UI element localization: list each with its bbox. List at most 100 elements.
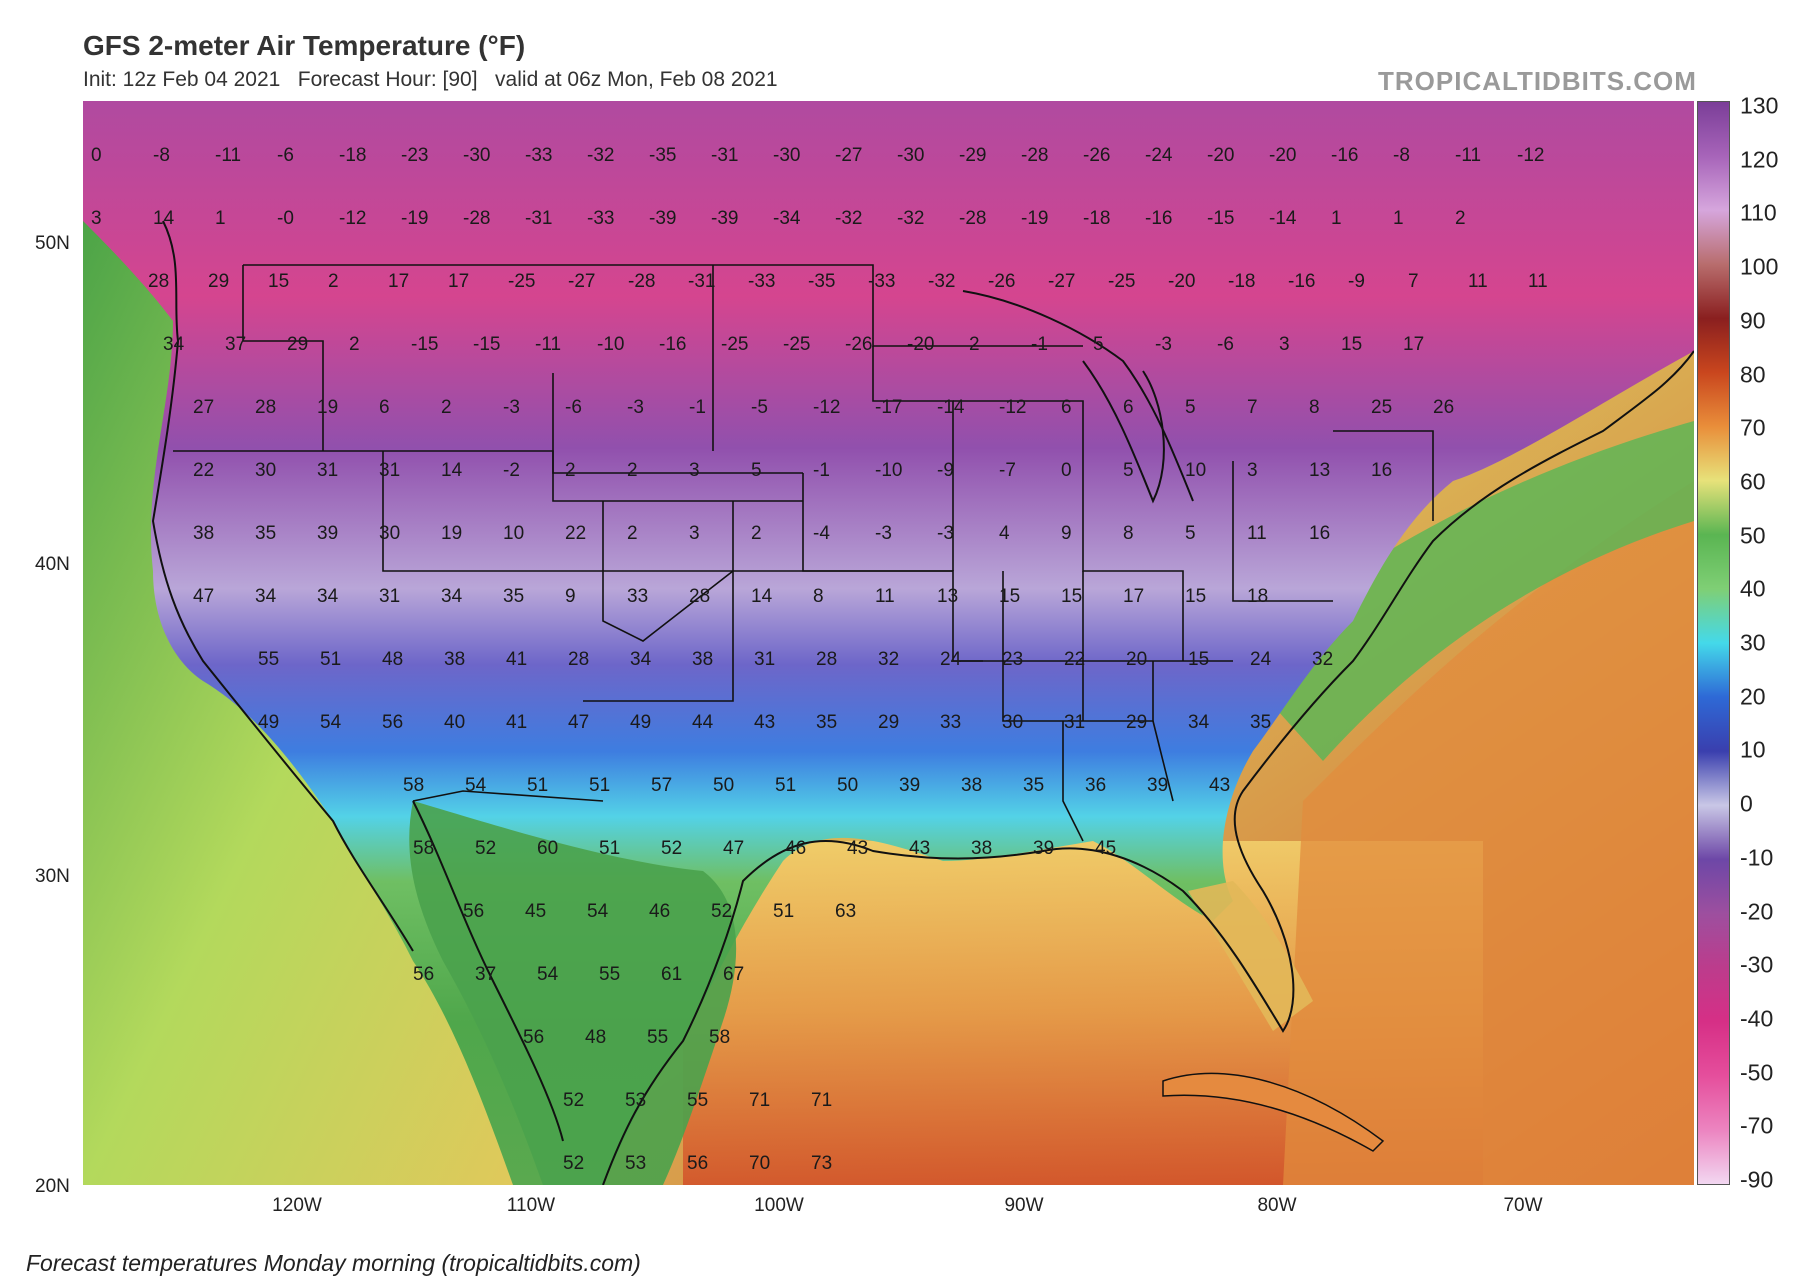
colorbar-tick-label: 70 (1740, 414, 1766, 441)
colorbar-tick-label: -70 (1740, 1112, 1774, 1139)
temperature-value: -6 (565, 397, 582, 418)
temperature-value: 38 (193, 523, 214, 544)
temperature-value: 3 (1247, 460, 1258, 481)
temperature-value: 14 (153, 208, 175, 229)
temperature-value: 25 (1371, 397, 1392, 418)
temperature-value: -10 (597, 334, 624, 355)
temperature-value: 50 (713, 775, 734, 796)
temperature-value: -33 (748, 271, 775, 292)
temperature-value: -27 (568, 271, 595, 292)
temperature-value: 15 (1061, 586, 1082, 607)
temperature-value: 13 (1309, 460, 1330, 481)
temperature-value: 8 (1309, 397, 1320, 418)
temperature-value: 3 (689, 523, 700, 544)
temperature-value: -8 (153, 145, 170, 166)
temperature-value: 51 (773, 901, 794, 922)
temperature-value: 15 (999, 586, 1020, 607)
temperature-value: 56 (413, 964, 434, 985)
temperature-value: 48 (585, 1027, 606, 1048)
temperature-value: -28 (959, 208, 986, 229)
temperature-value: 46 (649, 901, 670, 922)
temperature-value: -1 (1031, 334, 1048, 355)
temperature-value: 31 (379, 586, 400, 607)
colorbar-tick-label: -20 (1740, 898, 1774, 924)
temperature-value: 49 (630, 712, 651, 733)
temperature-value: 58 (709, 1027, 730, 1048)
temperature-value: -19 (401, 208, 428, 229)
temperature-value: -31 (688, 271, 715, 292)
temperature-value: 31 (1064, 712, 1085, 733)
temperature-value: 1 (1331, 208, 1342, 229)
temperature-value: 61 (661, 964, 682, 985)
temperature-value: 56 (523, 1027, 544, 1048)
temperature-value: -25 (721, 334, 748, 355)
temperature-value: -25 (783, 334, 810, 355)
temperature-value: -27 (835, 145, 862, 166)
temperature-value: 31 (754, 649, 775, 670)
temperature-value: 10 (1185, 460, 1206, 481)
brand-watermark: TROPICALTIDBITS.COM (1378, 66, 1697, 96)
temperature-value: 52 (661, 838, 682, 859)
temperature-value: 2 (328, 271, 339, 292)
temperature-value: 15 (268, 271, 289, 292)
temperature-value: 22 (193, 460, 214, 481)
temperature-value: 73 (811, 1153, 832, 1174)
temperature-value: 30 (255, 460, 276, 481)
temperature-value: 8 (813, 586, 824, 607)
temperature-value: 29 (208, 271, 229, 292)
temperature-value: 0 (1061, 460, 1072, 481)
temperature-value: 32 (1312, 649, 1333, 670)
temperature-value: -19 (1021, 208, 1048, 229)
temperature-value: -26 (988, 271, 1015, 292)
temperature-value: 23 (1002, 649, 1023, 670)
temperature-value: 52 (475, 838, 496, 859)
temperature-value: 55 (599, 964, 620, 985)
temperature-colorbar (1697, 101, 1730, 1185)
temperature-value: -18 (1228, 271, 1255, 292)
temperature-value: -3 (1155, 334, 1172, 355)
temperature-value: 11 (875, 586, 895, 607)
temperature-value: 2 (969, 334, 980, 355)
temperature-value: -6 (277, 145, 294, 166)
temperature-value: 45 (525, 901, 546, 922)
temperature-value: 33 (627, 586, 648, 607)
temperature-value: 28 (689, 586, 710, 607)
temperature-value: 7 (1408, 271, 1419, 292)
temperature-value: 1 (215, 208, 226, 229)
temperature-value: 28 (568, 649, 589, 670)
coastlines (151, 220, 1694, 1185)
temperature-value: -33 (868, 271, 895, 292)
temperature-value: 50 (837, 775, 858, 796)
temperature-value: 10 (503, 523, 524, 544)
temperature-value: 55 (258, 649, 279, 670)
colorbar-tick-label: 110 (1740, 199, 1777, 226)
temperature-value: 7 (1247, 397, 1258, 418)
temperature-value: 30 (1002, 712, 1023, 733)
colorbar-tick-label: 20 (1740, 683, 1766, 710)
temperature-value: 56 (687, 1153, 708, 1174)
temperature-value: 39 (899, 775, 920, 796)
temperature-value: 31 (379, 460, 400, 481)
temperature-value: 49 (258, 712, 279, 733)
temperature-value: 13 (937, 586, 958, 607)
temperature-value: 70 (749, 1153, 770, 1174)
temperature-value: 28 (816, 649, 837, 670)
temperature-value: 58 (403, 775, 424, 796)
colorbar-tick-label: 60 (1740, 468, 1766, 495)
temperature-value: 43 (847, 838, 868, 859)
temperature-value: 34 (630, 649, 652, 670)
temperature-value: -35 (808, 271, 835, 292)
temperature-value: 34 (163, 334, 185, 355)
temperature-value: 2 (627, 460, 638, 481)
temperature-value: -32 (897, 208, 924, 229)
temperature-value: -30 (463, 145, 490, 166)
colorbar-tick-label: 10 (1740, 736, 1766, 763)
temperature-value: 31 (317, 460, 338, 481)
temperature-value: -35 (649, 145, 676, 166)
temperature-value: 35 (1023, 775, 1044, 796)
temperature-value: 0 (91, 145, 102, 166)
temperature-value: -20 (907, 334, 934, 355)
temperature-value: 56 (382, 712, 403, 733)
temperature-value: -34 (773, 208, 801, 229)
temperature-value: -15 (1207, 208, 1234, 229)
